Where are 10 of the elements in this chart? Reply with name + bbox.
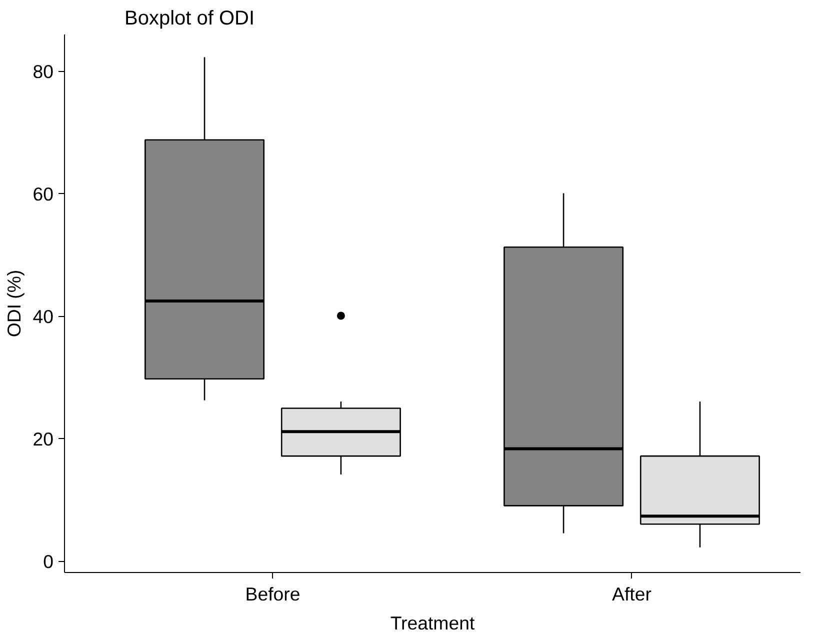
y-tick-label: 20: [32, 428, 54, 450]
y-tick-label: 80: [32, 60, 54, 82]
y-tick-label: 0: [43, 550, 54, 572]
x-tick-label: Before: [245, 584, 300, 604]
y-tick-label: 60: [32, 183, 54, 204]
x-axis-title: Treatment: [390, 612, 476, 634]
chart-title: Boxplot of ODI: [124, 8, 255, 30]
x-tick-label: After: [612, 584, 652, 604]
y-axis-title: ODI (%): [4, 270, 25, 338]
y-tick-label: 40: [32, 306, 54, 327]
